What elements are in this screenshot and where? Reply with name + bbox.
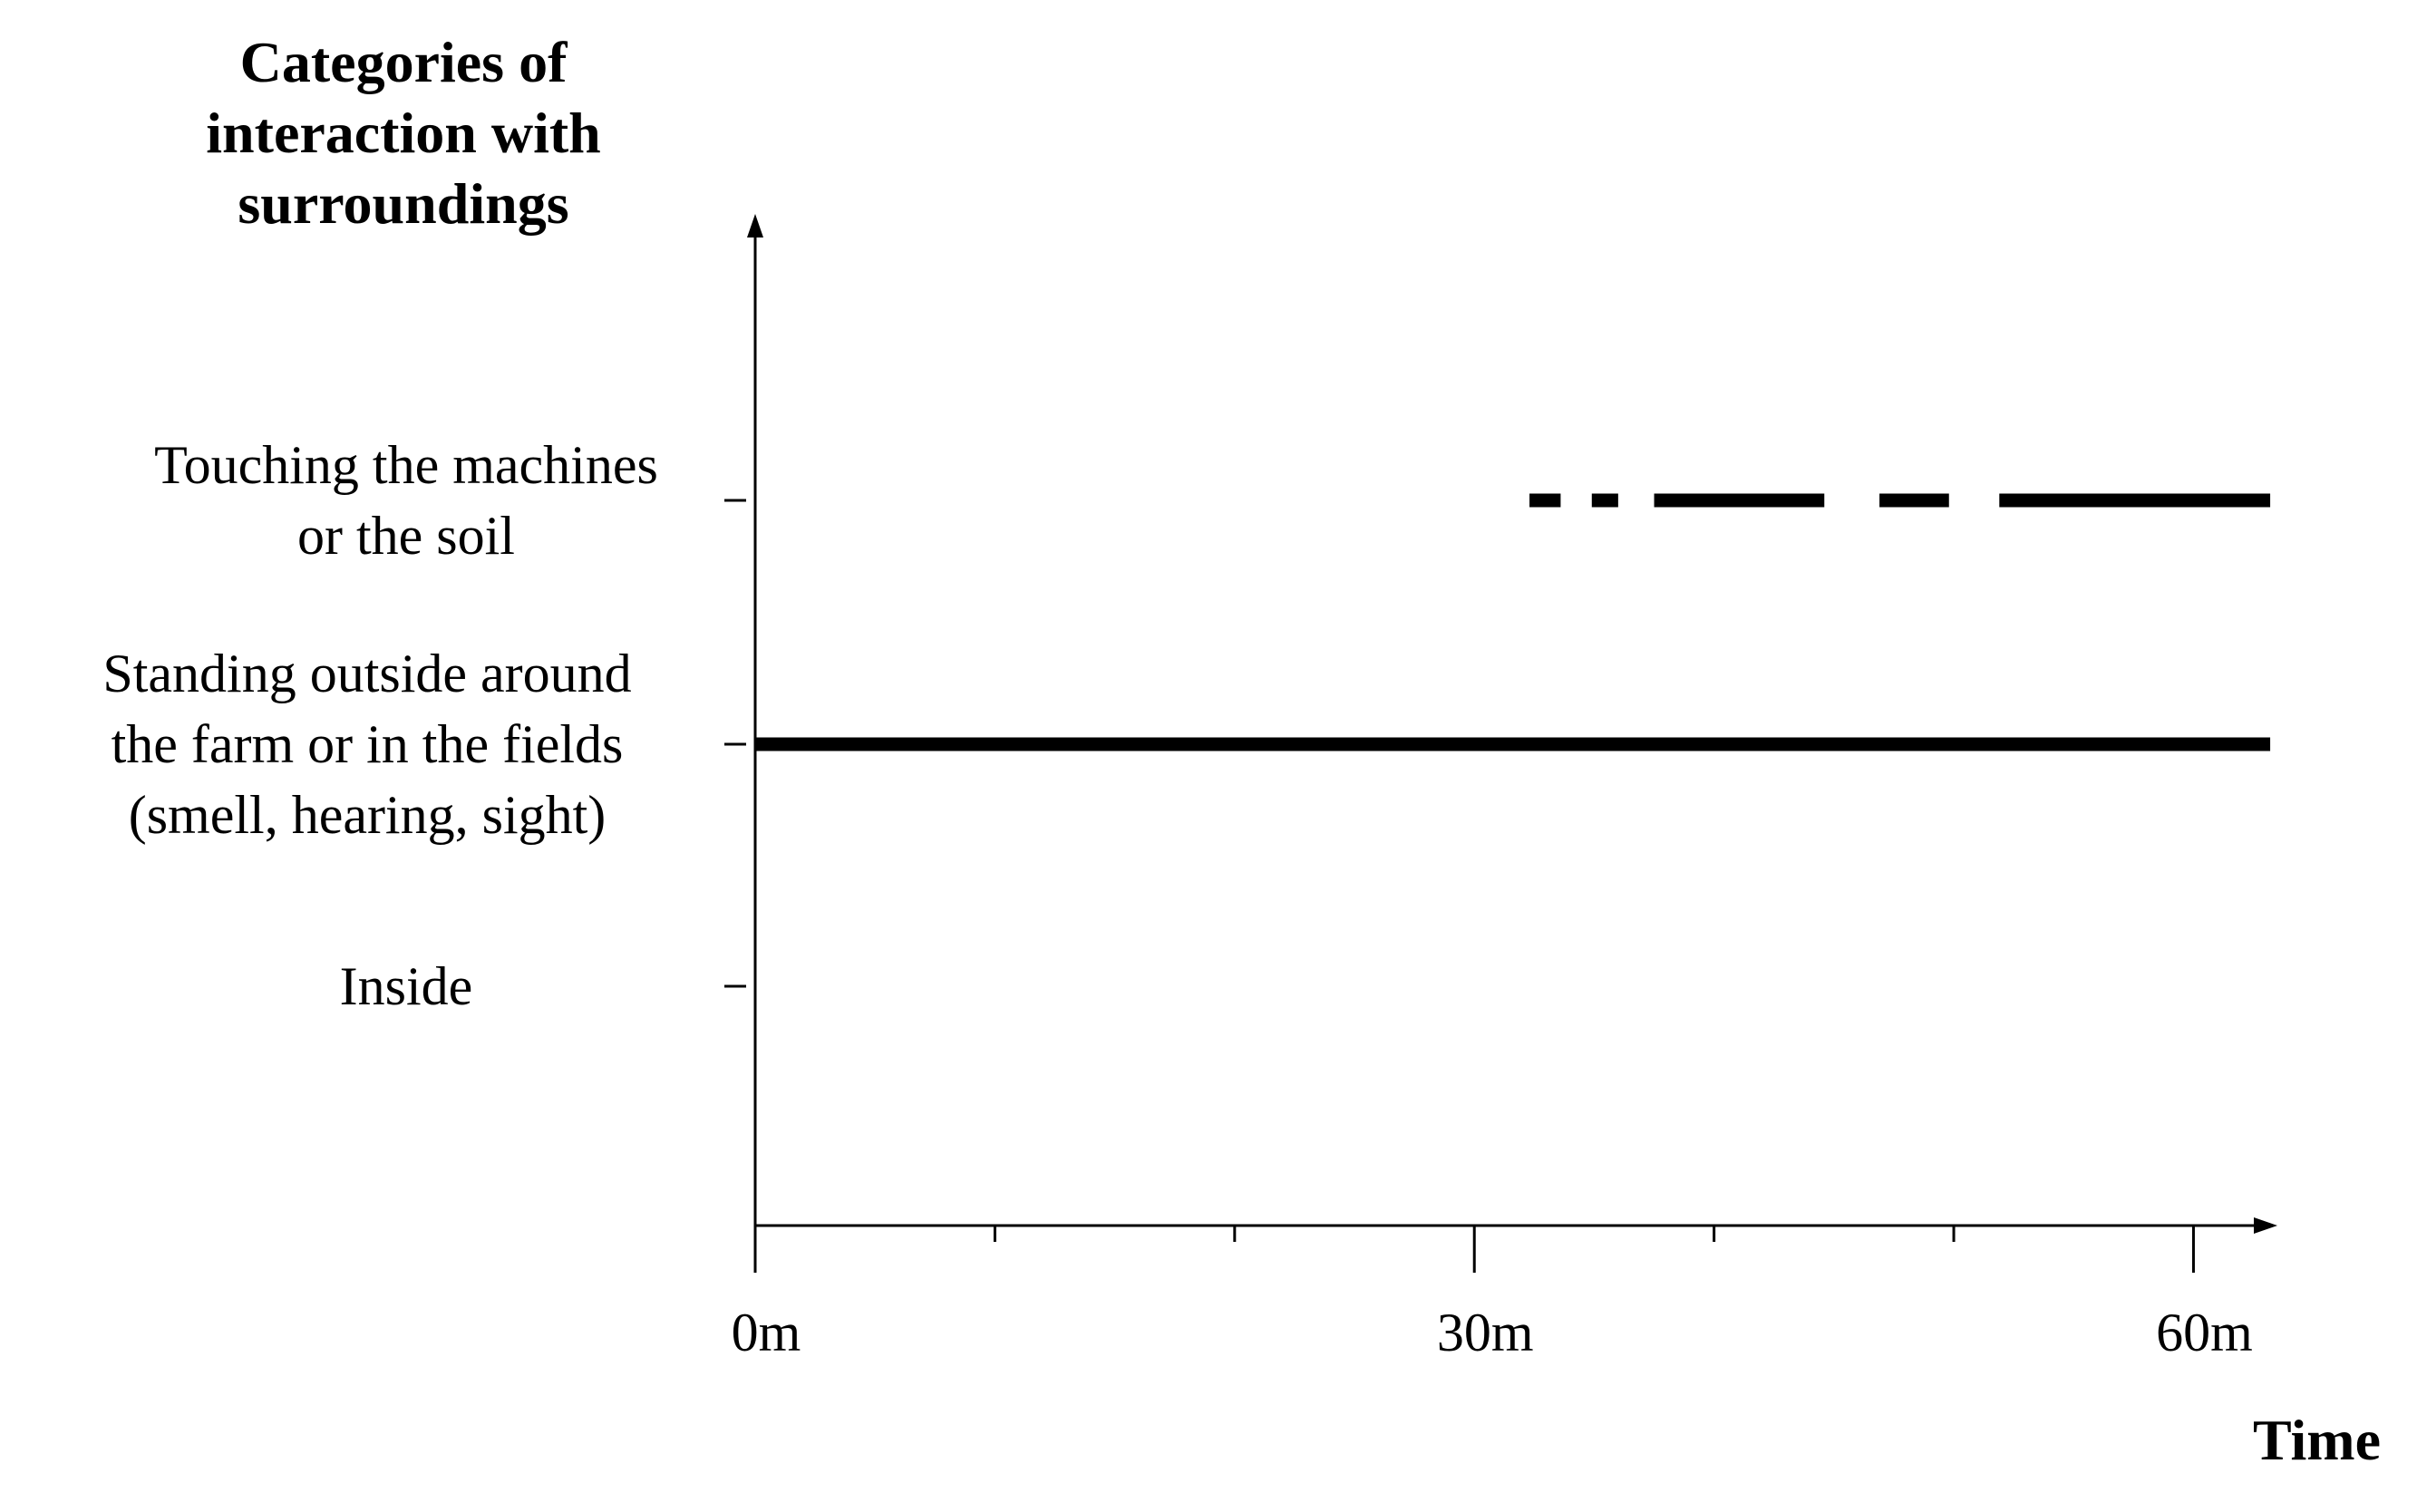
text-line: Categories of — [240, 30, 568, 94]
x-tick-label: 0m — [732, 1303, 801, 1362]
text-line: Touching the machines — [154, 435, 658, 495]
x-tick-label: 30m — [1437, 1303, 1534, 1362]
text-line: interaction with — [206, 101, 601, 165]
y-tick-label: Inside — [340, 956, 473, 1016]
text-line: or the soil — [297, 506, 515, 566]
y-tick-label: Standing outside around the farm or in th… — [102, 644, 631, 845]
y-axis-arrow — [747, 214, 763, 237]
x-tick-label: 60m — [2156, 1303, 2253, 1362]
chart-title: Categories of interaction with surrounding… — [206, 30, 601, 236]
y-tick-label: Touching the machines or the soil — [154, 435, 658, 566]
text-line: Standing outside around — [102, 644, 631, 703]
text-line: the farm or in the fields — [112, 714, 624, 774]
text-line: surroundings — [238, 171, 568, 236]
x-axis-label: Time — [2253, 1408, 2381, 1472]
x-axis-arrow — [2254, 1217, 2277, 1234]
text-line: (smell, hearing, sight) — [129, 785, 607, 845]
